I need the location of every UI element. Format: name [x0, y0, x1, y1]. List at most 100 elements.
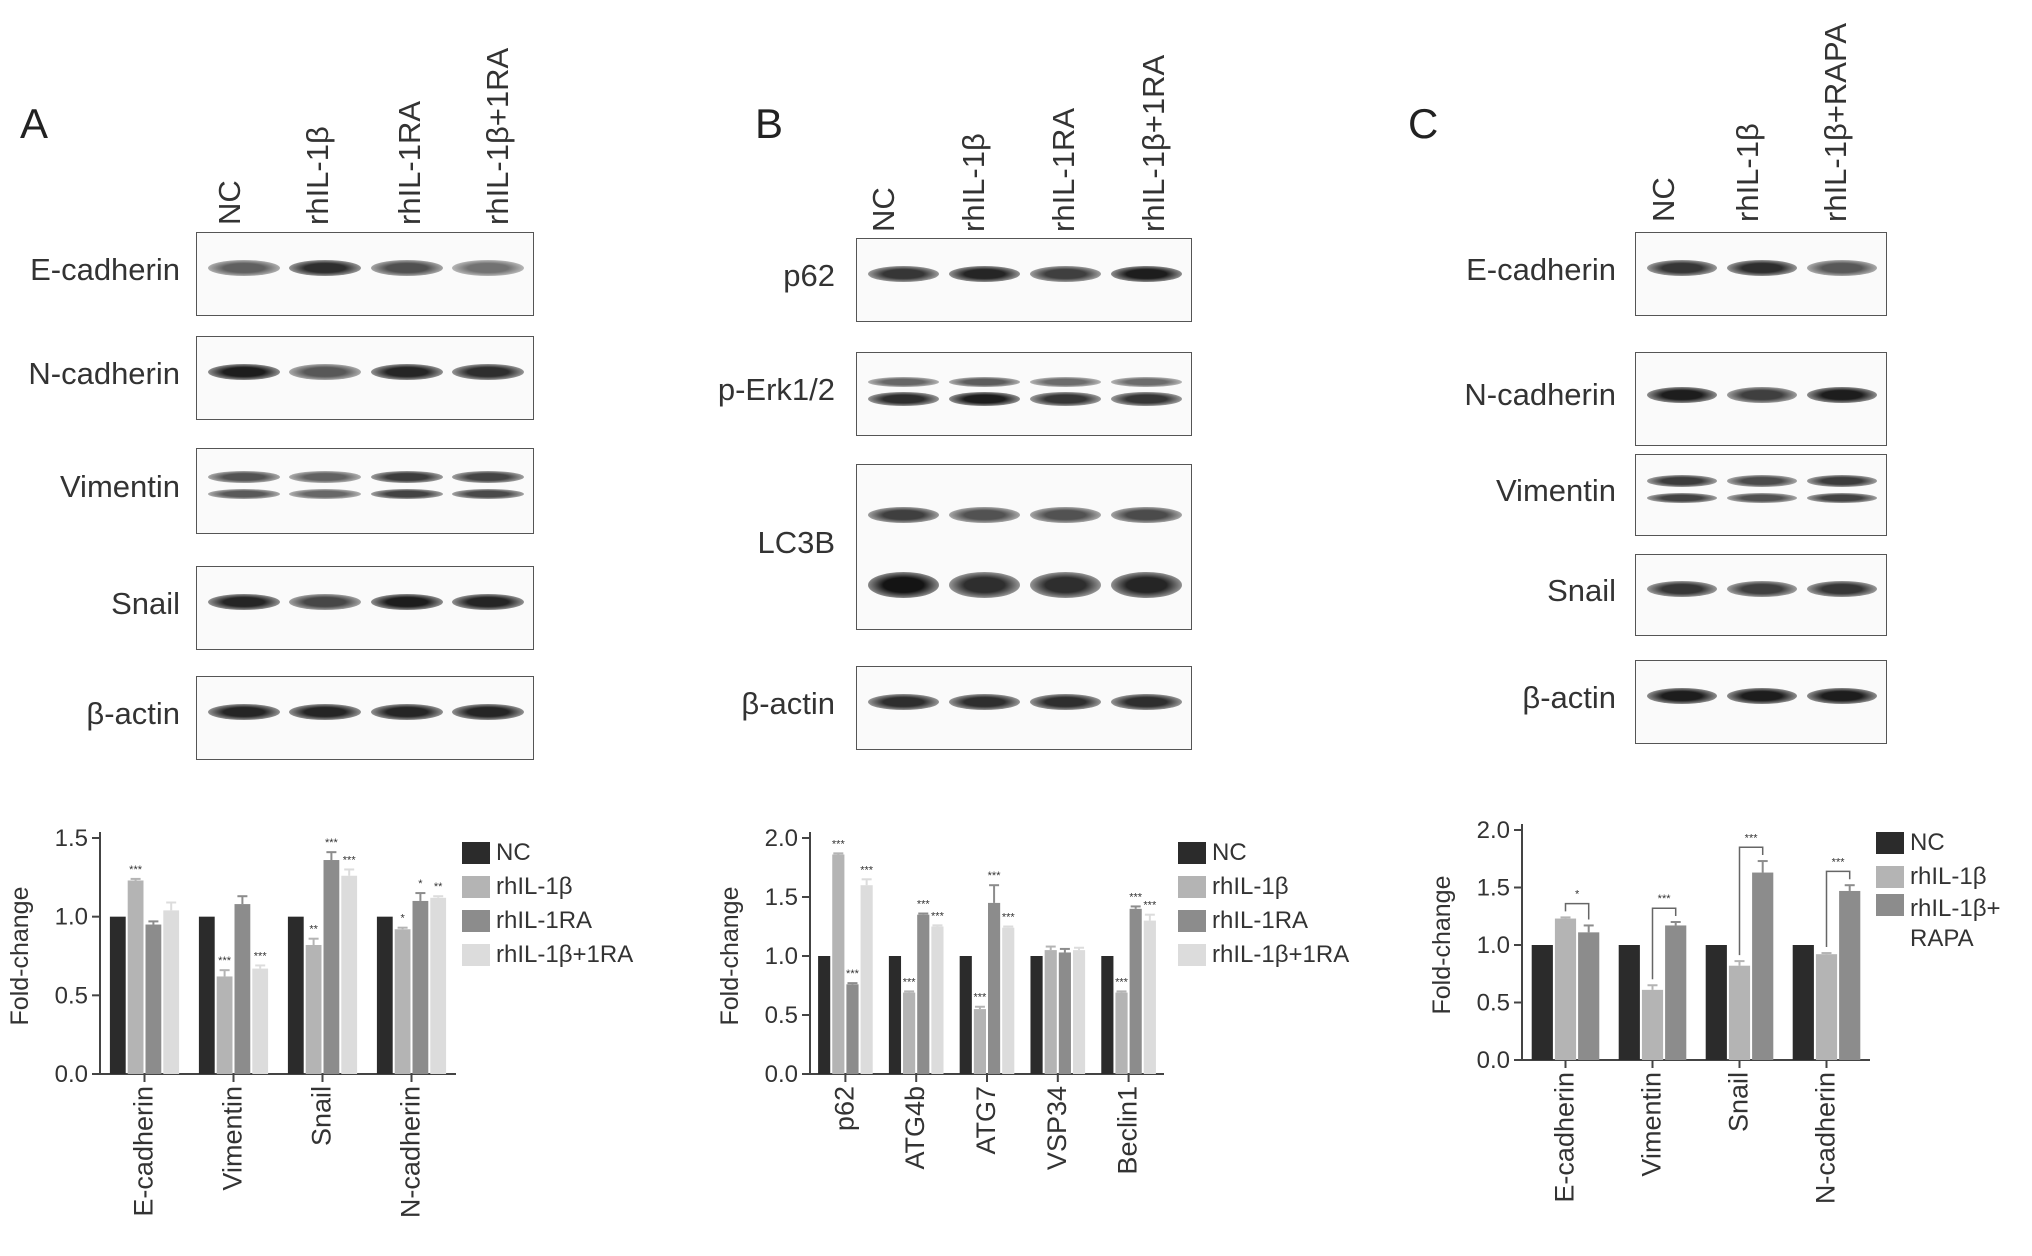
bar	[323, 860, 340, 1074]
y-tick-label: 0.0	[1477, 1047, 1510, 1074]
significance-label: ***	[1832, 856, 1846, 868]
y-tick-label: 0.5	[765, 1002, 798, 1029]
legend-swatch	[1876, 894, 1904, 916]
blot-band	[1029, 694, 1102, 711]
significance-label: ***	[988, 870, 1002, 882]
significance-label: ***	[931, 910, 945, 922]
x-tick-label: Vimentin	[1637, 1072, 1667, 1177]
bar	[287, 916, 304, 1074]
blot-band	[207, 488, 280, 499]
blot-band	[207, 594, 280, 611]
legend-swatch	[1178, 944, 1206, 966]
x-tick-label: p62	[829, 1086, 859, 1131]
blot-image	[196, 676, 534, 760]
blot-band	[1646, 387, 1718, 404]
bar	[430, 897, 447, 1074]
legend-swatch	[1178, 876, 1206, 898]
blot-image	[1635, 352, 1887, 446]
blot-band	[1029, 266, 1102, 283]
legend-swatch	[1178, 910, 1206, 932]
y-tick-label: 1.0	[765, 943, 798, 970]
significance-label: *	[418, 878, 423, 890]
y-tick-label: 2.0	[765, 825, 798, 852]
blot-image	[1635, 454, 1887, 536]
y-tick-label: 0.5	[55, 982, 88, 1009]
chart-legend: NC rhIL-1β rhIL-1β+ RAPA	[1876, 826, 2001, 958]
bar	[252, 968, 269, 1074]
significance-label: ***	[1745, 832, 1759, 844]
bar	[903, 992, 916, 1074]
legend-swatch	[1178, 842, 1206, 864]
bar	[1115, 992, 1128, 1074]
bar	[1072, 950, 1086, 1074]
x-tick-label: E-cadherin	[129, 1086, 159, 1217]
legend-item: rhIL-1β+1RA	[462, 938, 633, 972]
blot-band	[207, 470, 280, 483]
significance-label: ***	[1129, 891, 1143, 903]
blot-band	[1110, 377, 1183, 388]
y-axis-label: Fold-change	[6, 887, 34, 1026]
legend-swatch	[462, 910, 490, 932]
bar	[1101, 956, 1114, 1074]
bar	[1058, 952, 1071, 1074]
significance-label: ***	[254, 950, 268, 962]
legend-item: rhIL-1RA	[1178, 904, 1349, 938]
blot-band	[867, 694, 940, 711]
legend-label: rhIL-1β+1RA	[496, 941, 634, 968]
bar	[1143, 920, 1156, 1074]
y-tick-label: 0.0	[55, 1061, 88, 1088]
blot-band	[1646, 475, 1718, 488]
legend-item: rhIL-1β	[462, 870, 633, 904]
bar	[917, 914, 930, 1074]
legend-label: NC	[1212, 839, 1247, 866]
blot-band	[867, 571, 940, 598]
bar	[305, 944, 322, 1074]
significance-label: ***	[903, 976, 917, 988]
blot-band	[948, 392, 1021, 407]
blot-band	[289, 364, 362, 381]
blot-band	[948, 571, 1021, 598]
blot-band	[289, 488, 362, 499]
blot-band	[867, 392, 940, 407]
significance-label: *	[1575, 889, 1580, 901]
legend-swatch	[1876, 832, 1904, 854]
blot-label: p62	[783, 258, 835, 293]
blot-band	[1646, 688, 1718, 705]
blot-image	[1635, 554, 1887, 636]
blot-band	[289, 704, 362, 721]
blot-band	[289, 260, 362, 277]
blot-band	[452, 704, 525, 721]
panel-letter: A	[20, 100, 49, 147]
blot-band	[1726, 387, 1798, 404]
blot-band	[370, 488, 443, 499]
legend-label: rhIL-1RA	[496, 907, 593, 934]
blot-band	[452, 594, 525, 611]
blot-label: Vimentin	[59, 469, 180, 504]
bar	[988, 902, 1001, 1074]
legend-item: rhIL-1β	[1178, 870, 1349, 904]
significance-label: *	[400, 913, 405, 925]
blot-band	[370, 260, 443, 277]
legend-item: rhIL-1β+1RA	[1178, 938, 1349, 972]
blot-image	[856, 666, 1192, 750]
blot-band	[207, 704, 280, 721]
significance-label: ***	[917, 899, 931, 911]
significance-label: ***	[325, 837, 339, 849]
bar	[860, 885, 873, 1074]
blot-band	[867, 506, 940, 523]
blot-image	[196, 232, 534, 316]
legend-label: rhIL-1β+1RA	[1212, 941, 1350, 968]
significance-label: ***	[1658, 893, 1672, 905]
blot-band	[370, 594, 443, 611]
bar	[1792, 945, 1814, 1060]
significance-label: ***	[1002, 912, 1016, 924]
significance-label: ***	[129, 864, 143, 876]
y-tick-label: 1.0	[55, 904, 88, 931]
y-axis-label: Fold-change	[716, 887, 744, 1026]
significance-label: ***	[846, 968, 860, 980]
blot-band	[1029, 571, 1102, 598]
blot-image	[1635, 660, 1887, 744]
